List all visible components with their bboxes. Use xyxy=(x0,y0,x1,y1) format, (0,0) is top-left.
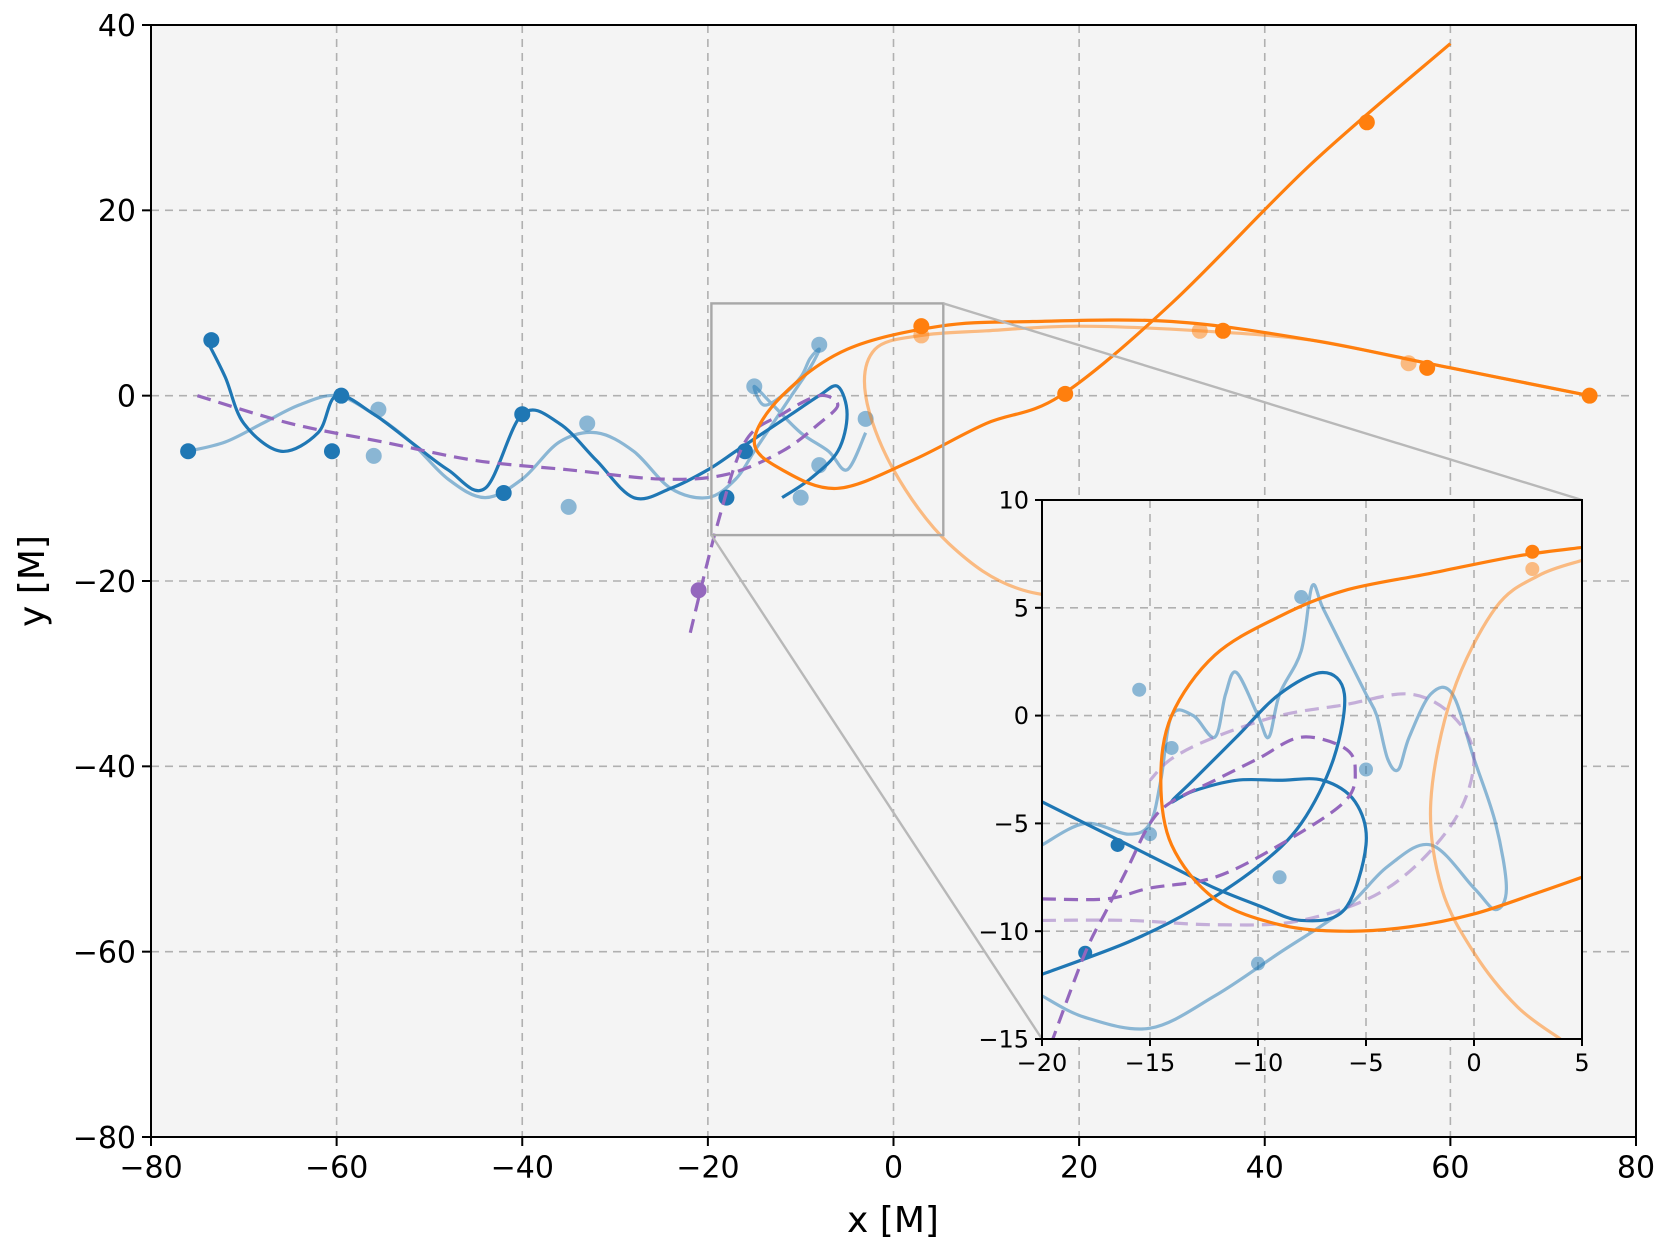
main-y-tick-label: 20 xyxy=(98,194,136,229)
main-series-marker-4 xyxy=(1419,359,1436,376)
inset-x-tick-label: −10 xyxy=(1233,1049,1284,1077)
inset-series-marker-0 xyxy=(1164,740,1179,755)
inset-series-group xyxy=(1042,544,1582,1039)
inset-series-line-4 xyxy=(1428,558,1582,1039)
main-y-tick-label: −80 xyxy=(73,1121,136,1156)
inset-series-line-2 xyxy=(1042,692,1476,927)
inset-series-marker-4 xyxy=(1525,561,1540,576)
main-y-tick-label: −40 xyxy=(73,750,136,785)
inset-series-marker-0 xyxy=(1143,827,1157,842)
main-x-tick-label: 60 xyxy=(1431,1151,1469,1186)
x-axis-label: x [M] xyxy=(847,1200,939,1241)
inset-y-tick-label: −15 xyxy=(978,1026,1029,1054)
inset-x-tick-label: −20 xyxy=(1017,1049,1068,1077)
main-series-marker-1 xyxy=(333,387,350,404)
main-ticks: −80 −60 −40 −20 0 20 40 60 80 −80 −60 −40 −20 0 20 40 xyxy=(73,9,1655,1186)
inset-series-line-0 xyxy=(1042,583,1508,1031)
inset-y-tick-label: −5 xyxy=(994,810,1029,838)
main-series-line-1 xyxy=(205,339,849,501)
inset-y-tick-label: −10 xyxy=(978,918,1029,946)
main-series-marker-0 xyxy=(365,447,382,464)
main-y-tick-label: −20 xyxy=(73,565,136,600)
inset-series-marker-5 xyxy=(1525,544,1540,559)
inset-series-clip xyxy=(1042,544,1582,1039)
inset-y-tick-label: 10 xyxy=(998,487,1029,515)
main-series-line-4 xyxy=(752,42,1590,490)
main-series-marker-1 xyxy=(495,484,512,501)
main-series-marker-1 xyxy=(323,443,340,460)
main-x-tick-label: −80 xyxy=(119,1151,182,1186)
main-series-marker-1 xyxy=(737,443,753,460)
main-series-marker-0 xyxy=(811,336,828,353)
y-axis-label: y [M] xyxy=(12,535,53,627)
main-x-tick-label: −20 xyxy=(676,1151,739,1186)
inset-axes-frame xyxy=(1041,499,1583,1040)
inset-x-tick-label: −15 xyxy=(1125,1049,1176,1077)
zoom-box xyxy=(710,302,945,537)
main-series-marker-1 xyxy=(203,332,220,349)
inset-x-tick-label: −5 xyxy=(1348,1049,1383,1077)
main-series-line-2 xyxy=(196,393,840,637)
inset-series-marker-0 xyxy=(1359,762,1373,777)
main-series-marker-4 xyxy=(1057,385,1074,402)
inset-series-line-1 xyxy=(1042,670,1368,976)
inset-series-line-5 xyxy=(1159,545,1582,933)
inset-series-marker-0 xyxy=(1294,590,1309,605)
main-series-marker-4 xyxy=(913,318,930,335)
inset-series-marker-0 xyxy=(1251,956,1265,971)
main-x-tick-label: −60 xyxy=(305,1151,368,1186)
main-series-marker-0 xyxy=(792,489,809,506)
main-x-tick-label: 80 xyxy=(1617,1151,1655,1186)
main-x-tick-label: −40 xyxy=(491,1151,554,1186)
inset-x-tick-label: 0 xyxy=(1466,1049,1481,1077)
main-series-marker-0 xyxy=(579,415,596,432)
main-series-marker-4 xyxy=(1214,322,1231,339)
main-series-marker-0 xyxy=(746,378,763,395)
main-x-tick-label: 20 xyxy=(1060,1151,1098,1186)
zoom-connector-top xyxy=(942,302,1583,502)
main-series-marker-3 xyxy=(1191,322,1208,339)
main-y-tick-label: −60 xyxy=(73,935,136,970)
main-series-marker-4 xyxy=(1581,387,1598,404)
inset-series-marker-1 xyxy=(1110,837,1125,852)
main-series-marker-1 xyxy=(514,406,531,423)
inset-y-tick-label: 5 xyxy=(1014,594,1029,622)
inset-y-tick-label: 0 xyxy=(1014,702,1029,730)
main-series-marker-0 xyxy=(560,498,577,515)
main-x-tick-label: 40 xyxy=(1246,1151,1284,1186)
main-series-marker-4 xyxy=(1358,114,1375,131)
inset-plot-area xyxy=(1042,500,1582,1039)
inset-x-tick-label: 5 xyxy=(1574,1049,1589,1077)
inset-series-marker-0 xyxy=(1132,682,1147,697)
zoom-connector-bottom xyxy=(710,534,1044,1040)
main-series-marker-2 xyxy=(690,582,707,599)
inset-series-line-3 xyxy=(1042,735,1357,1039)
main-series-marker-1 xyxy=(180,443,197,460)
inset-series-marker-0 xyxy=(1272,870,1287,885)
main-y-tick-label: 40 xyxy=(98,9,136,44)
main-y-tick-label: 0 xyxy=(117,379,136,414)
main-x-tick-label: 0 xyxy=(884,1151,903,1186)
